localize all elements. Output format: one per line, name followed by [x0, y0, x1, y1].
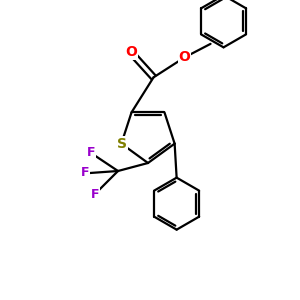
Text: F: F — [87, 146, 95, 160]
Text: O: O — [178, 50, 190, 64]
Text: O: O — [126, 45, 137, 59]
Text: F: F — [81, 167, 89, 179]
Text: S: S — [117, 137, 128, 151]
Text: F: F — [91, 188, 99, 200]
